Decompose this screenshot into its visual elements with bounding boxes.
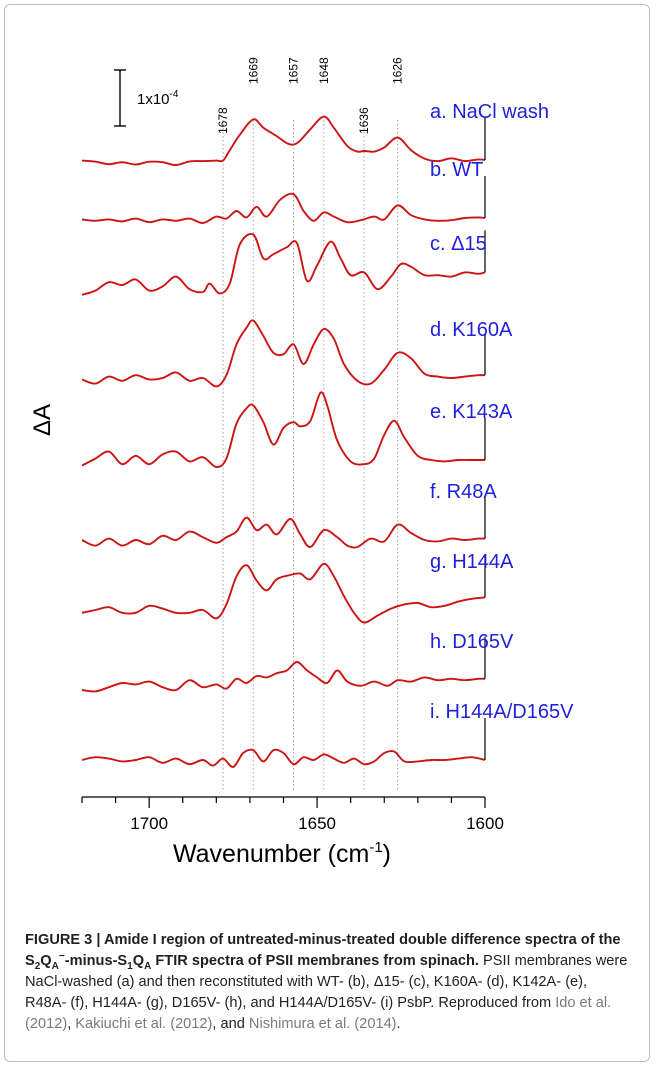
scale-bar: 1x10-4 — [114, 69, 179, 127]
spectra-chart: 1678 1669 1657 1648 1636 1626 a. NaCl wash b. … — [29, 57, 574, 868]
reference-labels: 1678 1669 1657 1648 1636 1626 — [216, 57, 405, 134]
series-label: i. H144A/D165V — [430, 701, 574, 723]
caption-body: PSII membranes were NaCl-washed (a) and … — [25, 953, 628, 1011]
series-label: f. R48A — [430, 481, 497, 503]
reference-label: 1657 — [287, 57, 301, 84]
series-label: e. K143A — [430, 401, 513, 423]
spectrum-line — [81, 192, 486, 224]
spectrum-line — [81, 516, 486, 549]
reference-label: 1669 — [246, 57, 260, 84]
citation-link-nishimura[interactable]: Nishimura et al. (2014) — [248, 1016, 397, 1032]
x-tick-label: 1700 — [130, 814, 168, 833]
caption-title: Amide I region of untreated-minus-treate… — [25, 932, 621, 972]
spectrum-line — [81, 748, 486, 768]
reference-label: 1636 — [357, 107, 371, 134]
series-label: a. NaCl wash — [430, 101, 549, 123]
spectrum-line — [81, 233, 486, 296]
citation-link-kakiuchi[interactable]: Kakiuchi et al. (2012) — [75, 1016, 213, 1032]
spectra-series — [81, 115, 486, 768]
reference-lines — [222, 120, 399, 790]
x-tick-label: 1600 — [466, 814, 504, 833]
series-labels: a. NaCl wash b. WT c. Δ15 d. K160A e. K143A f… — [430, 101, 574, 723]
reference-label: 1626 — [391, 57, 405, 84]
spectrum-line — [81, 562, 486, 624]
citation-link-ido[interactable]: Ido et al. (2012) — [25, 995, 612, 1032]
y-axis-label: ΔA — [29, 404, 56, 436]
spectrum-line — [81, 115, 486, 166]
series-label: c. Δ15 — [430, 233, 487, 255]
reference-label: 1648 — [317, 57, 331, 84]
x-tick-label: 1650 — [298, 814, 336, 833]
scale-bar-exp: -4 — [170, 89, 179, 100]
x-axis-label-sup: -1 — [369, 839, 382, 856]
figure-frame — [4, 4, 650, 1062]
x-axis-label: Wavenumber (cm-1) — [173, 839, 391, 868]
scale-bar-label: 1x10-4 — [137, 89, 179, 108]
series-label: g. H144A — [430, 551, 514, 573]
series-label: d. K160A — [430, 319, 513, 341]
caption-label: FIGURE 3 | — [25, 932, 104, 948]
series-label: b. WT — [430, 159, 483, 181]
spectrum-line — [81, 319, 486, 388]
reference-label: 1678 — [216, 107, 230, 134]
spectrum-line — [81, 391, 485, 468]
figure-caption: FIGURE 3 | Amide I region of untreated-m… — [25, 932, 628, 1032]
series-label: h. D165V — [430, 631, 514, 653]
spectrum-line — [81, 661, 486, 693]
x-ticks: 1700 1650 1600 — [81, 797, 504, 833]
